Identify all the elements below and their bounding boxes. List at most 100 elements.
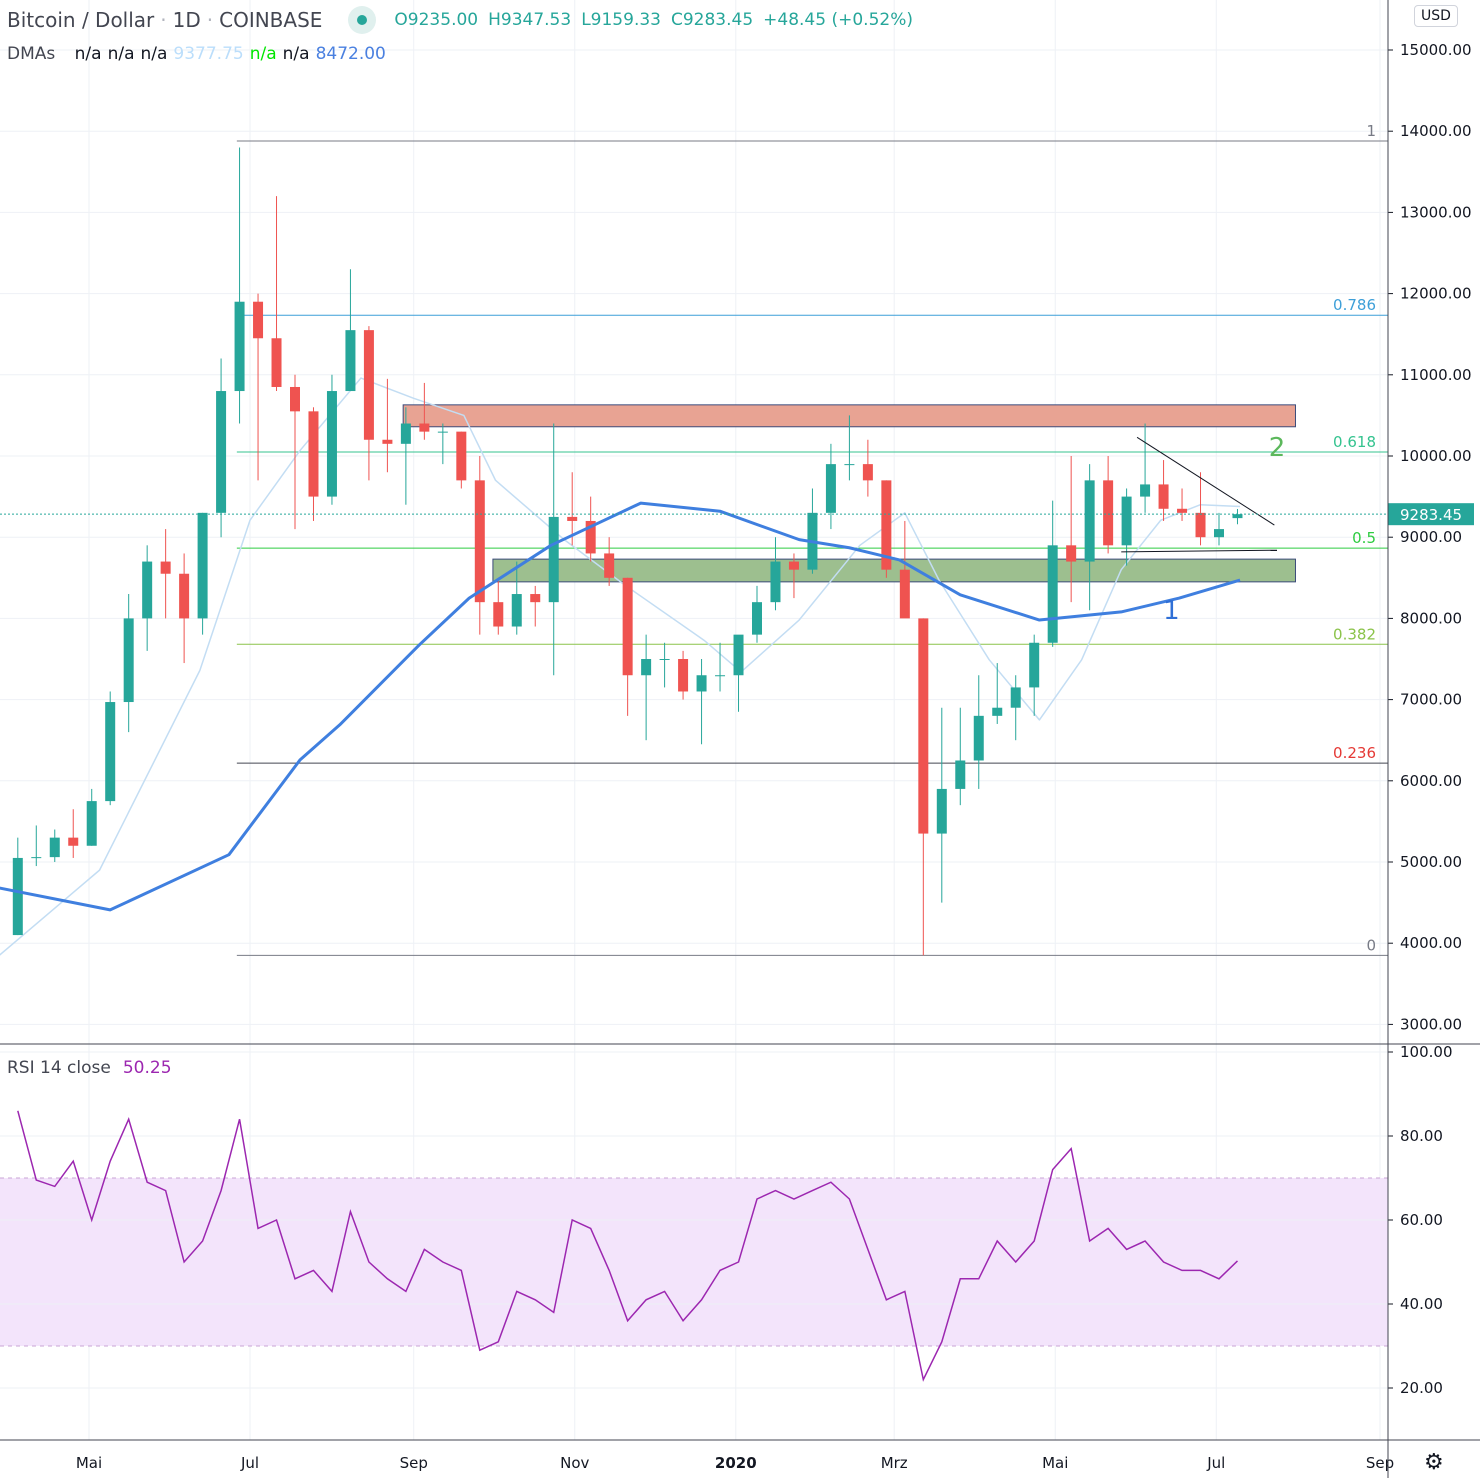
candle-body [1047,545,1058,643]
price-axis-label: 14000.00 [1400,122,1472,140]
candle-body [752,602,762,635]
candle-body [68,837,79,846]
dma-value: n/a [107,44,135,64]
candle-body [1084,480,1095,562]
time-axis-label: Sep [400,1454,428,1472]
fib-level-label: 0.618 [1333,433,1376,451]
candle-body [1029,642,1040,688]
candle-body [511,594,522,627]
candle-body [530,594,541,603]
candle-body [992,707,1003,716]
candle-body [216,391,227,513]
candle-body [899,569,910,619]
candle-body [179,573,190,619]
candle-body [1066,545,1077,562]
price-axis-label: 13000.00 [1400,203,1472,221]
rsi-band [0,1178,1388,1346]
candle-body [1214,529,1224,538]
gear-icon[interactable]: ⚙ [1424,1450,1444,1475]
symbol-name[interactable]: Bitcoin / Dollar [7,8,155,32]
rsi-line [17,1110,1239,1382]
fib-level-label: 1 [1366,122,1376,140]
candle-body [1010,687,1021,708]
rsi-legend[interactable]: RSI 14 close 50.25 [7,1058,172,1078]
candle-body [456,431,467,481]
chart-header: Bitcoin / Dollar · 1D · COINBASE O9235.0… [7,6,917,34]
candle-body [1103,480,1114,546]
candle-body [659,659,670,660]
price-axis-label: 8000.00 [1400,609,1462,627]
price-axis-label: 4000.00 [1400,934,1462,952]
price-axis-label: 11000.00 [1400,366,1472,384]
candle-body [142,561,153,619]
rsi-axis-label: 100.00 [1400,1043,1453,1061]
candle-body [881,480,892,570]
candle-body [271,338,282,387]
low-value: L9159.33 [581,10,661,30]
candle-body [770,561,781,603]
fib-level-label: 0.382 [1333,625,1376,643]
currency-button[interactable]: USD [1414,5,1458,27]
dma-legend[interactable]: DMAs n/a n/a n/a 9377.75 n/a n/a 8472.00 [7,44,398,64]
candle-body [1158,484,1169,509]
trendline [1136,436,1275,526]
high-value: H9347.53 [488,10,572,30]
candle-body [437,431,448,433]
time-axis-label: Mai [76,1454,102,1472]
candle-body [308,411,319,497]
dma-value: n/a [282,44,310,64]
fib-level-label: 0.786 [1333,296,1376,314]
candle-body [160,561,171,574]
rsi-value: 50.25 [122,1058,172,1078]
candle-body [234,301,245,392]
rsi-label: RSI 14 close [7,1058,111,1078]
exchange: COINBASE [219,8,323,32]
price-axis-label: 6000.00 [1400,772,1462,790]
candle-body [474,480,485,603]
candle-body [363,330,374,440]
rsi-axis-label: 40.00 [1400,1295,1443,1313]
time-axis-label: Jul [240,1454,259,1472]
ma200-line [0,501,1241,912]
candle-body [715,675,726,677]
dma-value: n/a [249,44,277,64]
candle-body [253,301,264,339]
separator: · [160,8,167,32]
candle-body [678,659,689,692]
close-value: C9283.45 [670,10,754,30]
candle-body [567,516,578,521]
price-axis-label: 12000.00 [1400,285,1472,303]
rsi-axis-label: 80.00 [1400,1127,1443,1145]
time-axis-label: Sep [1366,1454,1394,1472]
price-axis-label: 10000.00 [1400,447,1472,465]
candle-body [345,330,356,392]
change-value: +48.45 (+0.52%) [763,10,913,30]
separator: · [206,8,214,32]
candle-body [936,788,947,834]
candle-body [1140,484,1151,497]
candle-body [973,715,984,761]
interval[interactable]: 1D [172,8,201,32]
candle-body [955,760,966,789]
dma-value: 9377.75 [173,44,244,64]
candle-body [1232,514,1243,519]
candle-body [326,391,337,497]
candle-body [493,602,504,627]
dma-value: 8472.00 [315,44,386,64]
candle-body [825,464,836,513]
candle-body [918,618,929,834]
annotation-label: 1 [1163,596,1180,626]
time-axis-label: 2020 [715,1454,757,1472]
price-axis-label: 5000.00 [1400,853,1462,871]
time-axis-label: Nov [560,1454,589,1472]
candle-body [641,659,652,676]
candle-body [548,516,559,603]
candle-body [12,857,23,936]
last-price-badge [1388,503,1474,526]
last-price-label: 9283.45 [1400,506,1462,524]
candle-body [862,464,873,481]
candle-body [604,553,615,578]
price-axis-label: 3000.00 [1400,1015,1462,1033]
dma-value: n/a [74,44,102,64]
